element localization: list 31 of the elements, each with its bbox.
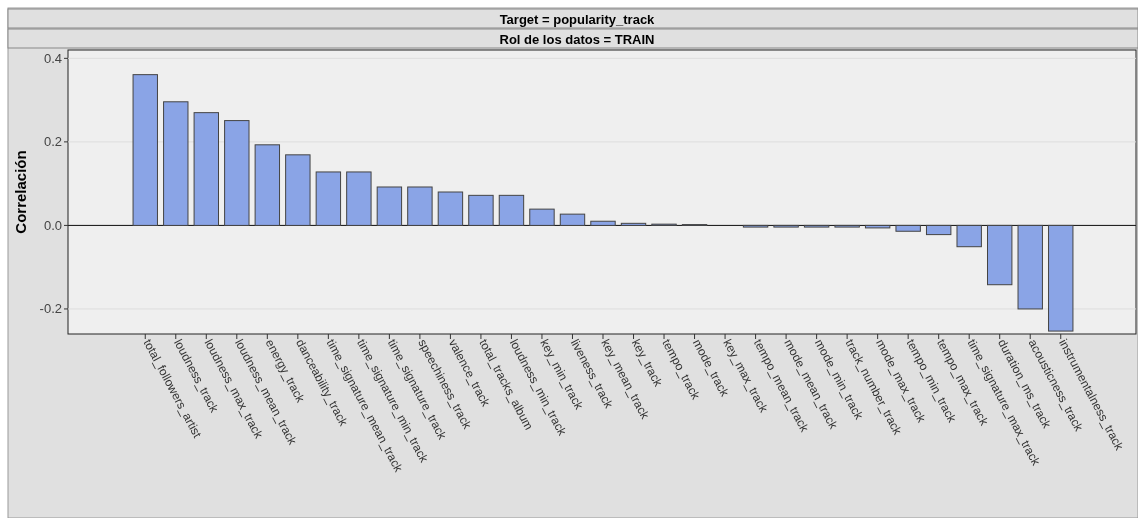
bar xyxy=(193,112,219,226)
y-tick-label: 0.2 xyxy=(43,134,62,150)
bar xyxy=(437,191,464,226)
bar xyxy=(163,101,189,226)
bar xyxy=(407,186,433,226)
bar xyxy=(346,171,372,226)
bar xyxy=(864,224,891,229)
bar xyxy=(987,224,1013,286)
bar xyxy=(1017,224,1043,310)
y-tick-label: 0.0 xyxy=(43,217,62,233)
bar xyxy=(224,120,250,226)
y-tick-label: -0.2 xyxy=(39,301,62,317)
chart-subtitle: Rol de los datos = TRAIN xyxy=(499,32,655,47)
bar xyxy=(132,74,158,226)
bar xyxy=(254,144,281,226)
bar xyxy=(895,224,921,232)
bar xyxy=(620,222,647,226)
bar xyxy=(498,194,525,226)
bar xyxy=(285,154,311,226)
bar xyxy=(529,208,555,226)
bar xyxy=(559,213,586,226)
bar xyxy=(956,224,982,248)
y-tick-label: 0.4 xyxy=(43,50,62,66)
bar xyxy=(925,224,952,236)
bar xyxy=(1048,224,1074,332)
y-axis-title: Correlación xyxy=(12,150,29,234)
bar xyxy=(468,194,494,226)
chart-title: Target = popularity_track xyxy=(499,12,656,27)
bar xyxy=(590,220,616,226)
bar xyxy=(315,171,342,226)
bar xyxy=(376,186,403,226)
